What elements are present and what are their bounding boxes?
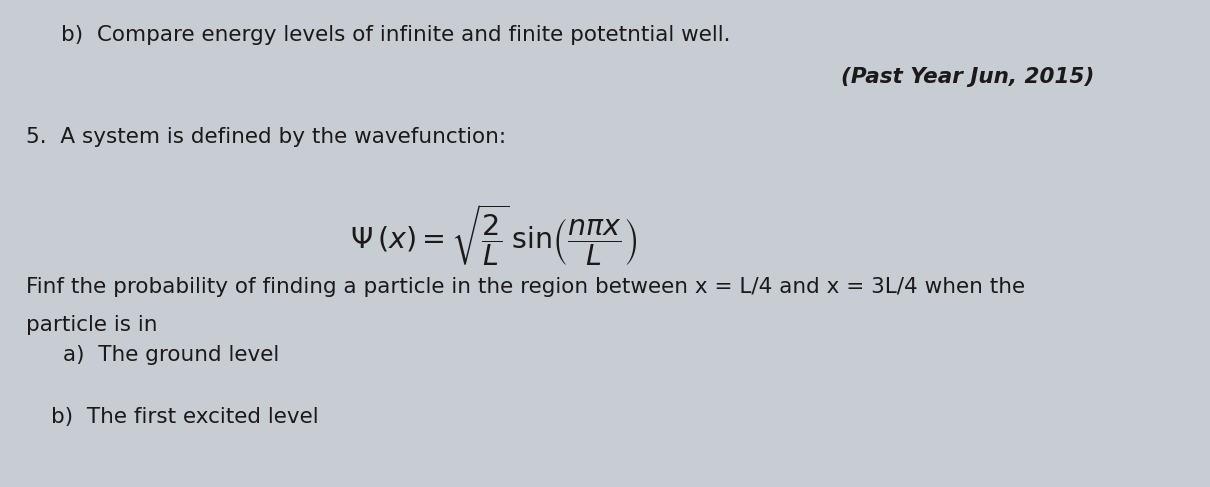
- Text: b)  The first excited level: b) The first excited level: [51, 407, 319, 427]
- Text: b)  Compare energy levels of infinite and finite potetntial well.: b) Compare energy levels of infinite and…: [60, 25, 730, 45]
- Text: Finf the probability of finding a particle in the region between x = L/4 and x =: Finf the probability of finding a partic…: [27, 277, 1025, 297]
- Text: a)  The ground level: a) The ground level: [63, 345, 280, 365]
- Text: (Past Year Jun, 2015): (Past Year Jun, 2015): [841, 67, 1094, 87]
- Text: $\Psi\,(x) = \sqrt{\dfrac{2}{L}}\,\sin\!\left(\dfrac{n\pi x}{L}\right)$: $\Psi\,(x) = \sqrt{\dfrac{2}{L}}\,\sin\!…: [350, 202, 638, 268]
- Text: particle is in: particle is in: [27, 315, 157, 335]
- Text: 5.  A system is defined by the wavefunction:: 5. A system is defined by the wavefuncti…: [27, 127, 506, 147]
